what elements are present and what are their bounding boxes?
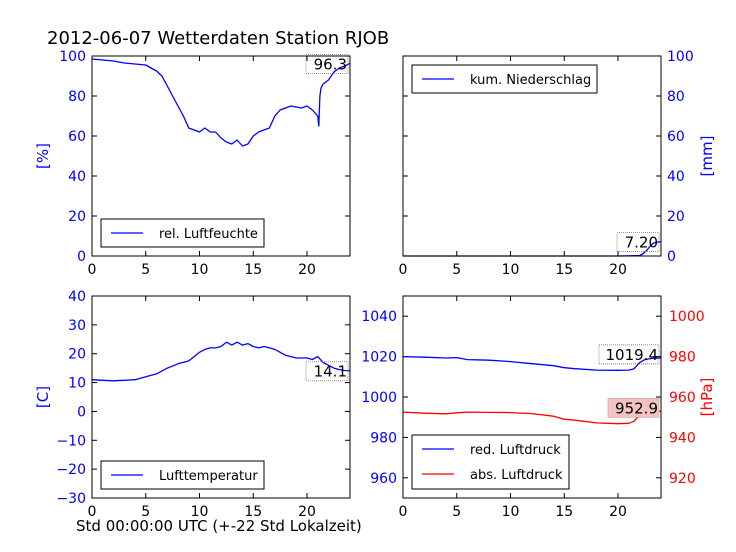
y-tick-label: 40 — [68, 289, 86, 305]
legend-label: abs. Luftdruck — [470, 468, 563, 483]
y-axis-label: [C] — [34, 386, 52, 408]
y-tick-label: 20 — [68, 209, 86, 225]
x-tick-label: 15 — [244, 262, 262, 278]
annotation-value: 14.1 — [314, 363, 347, 381]
annotation-value: 952.9 — [615, 399, 658, 417]
y-tick-label: 40 — [68, 169, 86, 185]
figure-footer-xlabel: Std 00:00:00 UTC (+-22 Std Lokalzeit) — [76, 517, 362, 535]
y-axis-label: [hPa] — [698, 378, 716, 417]
x-tick-label: 0 — [88, 262, 97, 278]
x-tick-label: 10 — [191, 504, 209, 520]
plot-frame — [402, 295, 662, 499]
series-line — [403, 240, 662, 257]
y-tick-label: 60 — [667, 129, 685, 145]
y-tick-label-right: 940 — [669, 430, 696, 446]
x-tick-label: 15 — [555, 504, 573, 520]
y-tick-label: 60 — [68, 129, 86, 145]
x-tick-label: 0 — [88, 504, 97, 520]
y-tick-label-left: 960 — [370, 471, 397, 487]
y-tick-label: −20 — [56, 462, 86, 478]
y-tick-label-left: 1020 — [361, 350, 397, 366]
x-tick-label: 20 — [298, 504, 316, 520]
y-tick-label-left: 980 — [370, 430, 397, 446]
panel-humidity: 0 5 10 15 20 0 20 40 60 80 100 [%] rel. Luftfeuchte 9… — [34, 49, 351, 278]
y-tick-label: 80 — [68, 89, 86, 105]
annotation-box — [607, 398, 660, 418]
x-tick-label: 5 — [141, 504, 150, 520]
panel-temperature: 0 5 10 15 20 −30 −20 −10 0 10 20 30 40 [C] Lufttempera… — [34, 289, 351, 520]
y-tick-label-right: 1000 — [669, 309, 705, 325]
y-tick-label-left: 1040 — [361, 309, 397, 325]
panel-pressure: 0 5 10 15 20 960 980 1000 1020 1040 920 940 960 980 10… — [361, 295, 716, 520]
series-line — [402, 355, 662, 371]
y-tick-label-right: 980 — [669, 350, 696, 366]
x-tick-label: 10 — [502, 262, 520, 278]
x-tick-label: 20 — [609, 504, 627, 520]
y-tick-label: 0 — [77, 249, 86, 265]
y-axis-label: [%] — [34, 143, 52, 169]
y-tick-label: 10 — [68, 376, 86, 392]
x-tick-label: 0 — [399, 262, 408, 278]
annotation-value: 1019.4 — [606, 346, 659, 364]
x-tick-label: 15 — [555, 262, 573, 278]
x-tick-label: 5 — [452, 262, 461, 278]
annotation-value: 7.20 — [625, 234, 658, 252]
series-line — [91, 341, 351, 382]
annotation-box — [616, 232, 660, 253]
y-tick-label-left: 1000 — [361, 390, 397, 406]
y-tick-label: 100 — [667, 49, 694, 65]
figure-title: 2012-06-07 Wetterdaten Station RJOB — [47, 28, 389, 49]
x-tick-label: 15 — [244, 504, 262, 520]
y-tick-label-right: 920 — [669, 471, 696, 487]
plot-frame — [402, 55, 662, 257]
plot-frame — [91, 55, 351, 257]
annotation-value: 96.3 — [314, 55, 347, 73]
x-tick-label: 20 — [609, 262, 627, 278]
annotation-box — [305, 361, 349, 382]
x-tick-label: 0 — [399, 504, 408, 520]
legend-label: rel. Luftfeuchte — [159, 227, 258, 242]
y-tick-label: 100 — [59, 49, 86, 65]
y-tick-label: 80 — [667, 89, 685, 105]
y-tick-label: −30 — [56, 491, 86, 507]
y-tick-label: 0 — [77, 404, 86, 420]
y-tick-label: 20 — [667, 209, 685, 225]
y-tick-label: 40 — [667, 169, 685, 185]
legend-box — [411, 434, 570, 490]
panel-precipitation: 0 5 10 15 20 0 20 40 60 80 100 [mm] kum. Niederschla… — [399, 49, 716, 278]
legend-label: kum. Niederschlag — [470, 73, 591, 88]
y-tick-label: 30 — [68, 318, 86, 334]
y-tick-label: 0 — [667, 249, 676, 265]
annotation-box — [305, 54, 349, 74]
x-tick-label: 20 — [298, 262, 316, 278]
y-tick-label-right: 960 — [669, 390, 696, 406]
y-tick-label: −10 — [56, 433, 86, 449]
x-tick-label: 10 — [502, 504, 520, 520]
x-tick-label: 5 — [452, 504, 461, 520]
x-tick-label: 5 — [141, 262, 150, 278]
legend-label: red. Luftdruck — [470, 443, 561, 458]
legend-label: Lufttemperatur — [159, 469, 258, 484]
annotation-box — [598, 344, 660, 365]
y-axis-label: [mm] — [698, 136, 716, 177]
series-line — [91, 58, 351, 147]
y-tick-label: 20 — [68, 347, 86, 363]
x-tick-label: 10 — [191, 262, 209, 278]
plot-frame — [91, 295, 351, 499]
